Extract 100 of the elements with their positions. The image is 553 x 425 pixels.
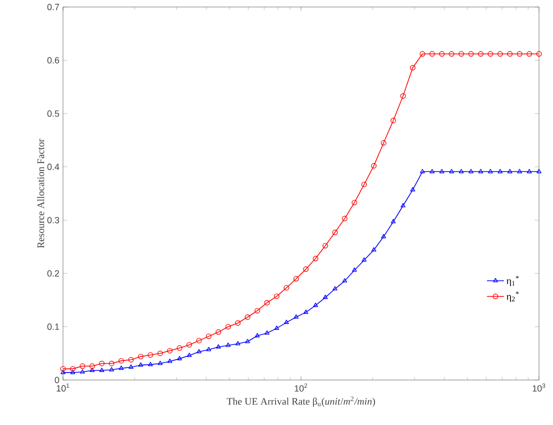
point bbox=[274, 326, 280, 330]
point bbox=[167, 348, 173, 354]
y-tick-label: 0.5 bbox=[47, 110, 60, 117]
point bbox=[108, 360, 114, 366]
point bbox=[293, 276, 299, 282]
point bbox=[410, 187, 416, 192]
point bbox=[235, 341, 240, 346]
point bbox=[99, 368, 104, 372]
point bbox=[507, 51, 513, 57]
point bbox=[254, 308, 260, 314]
point bbox=[216, 344, 221, 349]
point bbox=[244, 314, 250, 320]
point bbox=[478, 51, 484, 57]
point bbox=[371, 163, 377, 169]
point bbox=[362, 257, 367, 262]
point bbox=[478, 168, 484, 174]
point bbox=[380, 140, 386, 146]
point bbox=[177, 356, 182, 360]
point bbox=[89, 363, 95, 369]
point bbox=[186, 342, 192, 348]
point bbox=[448, 51, 454, 57]
point bbox=[70, 370, 76, 374]
y-tick-label: 0.3 bbox=[47, 216, 60, 224]
point bbox=[449, 168, 454, 174]
point bbox=[80, 363, 86, 369]
point bbox=[526, 51, 532, 57]
point bbox=[225, 324, 231, 330]
point bbox=[498, 168, 503, 174]
point bbox=[254, 333, 260, 338]
point bbox=[148, 352, 154, 358]
point bbox=[303, 266, 309, 272]
point bbox=[284, 320, 289, 324]
point bbox=[488, 168, 493, 174]
point bbox=[390, 219, 396, 224]
point bbox=[322, 242, 328, 248]
point bbox=[176, 345, 182, 351]
point bbox=[109, 367, 114, 372]
point bbox=[80, 369, 85, 374]
x-tick-label: 10$^{1}$ bbox=[56, 384, 70, 392]
point bbox=[99, 360, 105, 366]
point bbox=[420, 168, 425, 174]
point bbox=[206, 334, 212, 340]
point bbox=[439, 168, 444, 174]
point bbox=[312, 256, 318, 262]
point bbox=[410, 65, 416, 70]
point bbox=[90, 368, 95, 372]
point bbox=[352, 200, 358, 206]
point bbox=[167, 358, 172, 363]
point bbox=[118, 358, 124, 364]
point bbox=[488, 51, 494, 57]
point bbox=[516, 51, 522, 57]
y-tick-label: 0.1 bbox=[47, 324, 60, 330]
point bbox=[342, 216, 348, 222]
point bbox=[468, 168, 474, 174]
point bbox=[420, 51, 426, 57]
point bbox=[148, 362, 153, 366]
point bbox=[138, 362, 144, 367]
point bbox=[158, 360, 163, 366]
point bbox=[264, 330, 270, 335]
point bbox=[497, 51, 503, 57]
x-tick-label: 10$^{2}$ bbox=[294, 384, 308, 392]
point bbox=[517, 168, 522, 174]
y-tick-label: 0.6 bbox=[47, 57, 60, 64]
point bbox=[313, 302, 318, 307]
point bbox=[235, 320, 241, 326]
y-tick-label: 0.7 bbox=[47, 4, 60, 10]
y-tick-label: 0.2 bbox=[47, 270, 60, 277]
point bbox=[216, 329, 222, 335]
point bbox=[196, 338, 202, 344]
y-axis-title: Resource Allocation Factor bbox=[37, 138, 44, 248]
y-tick-label: 0 bbox=[54, 376, 60, 384]
point bbox=[128, 357, 134, 362]
point bbox=[429, 51, 435, 57]
x-tick-label: 10$^{3}$ bbox=[532, 384, 546, 392]
point bbox=[274, 294, 280, 300]
point bbox=[342, 278, 348, 282]
point bbox=[361, 182, 367, 188]
point bbox=[458, 51, 464, 57]
point bbox=[157, 350, 163, 356]
point bbox=[526, 168, 532, 174]
point bbox=[430, 168, 435, 174]
text: The UE Arrival Rate β$_{u}$(unit/m$^{2}$/min) bbox=[226, 396, 375, 407]
point bbox=[439, 51, 445, 57]
point bbox=[206, 346, 212, 352]
point bbox=[458, 168, 464, 174]
point bbox=[186, 352, 192, 358]
point bbox=[196, 349, 202, 354]
point bbox=[322, 294, 328, 299]
point bbox=[371, 247, 376, 252]
point bbox=[294, 314, 299, 319]
point bbox=[70, 366, 76, 372]
point bbox=[303, 310, 308, 314]
point bbox=[138, 354, 144, 360]
point bbox=[284, 285, 290, 291]
point bbox=[400, 203, 406, 208]
point bbox=[507, 168, 512, 174]
point bbox=[332, 230, 338, 236]
point bbox=[468, 51, 474, 57]
point bbox=[381, 234, 386, 238]
point bbox=[332, 286, 338, 290]
